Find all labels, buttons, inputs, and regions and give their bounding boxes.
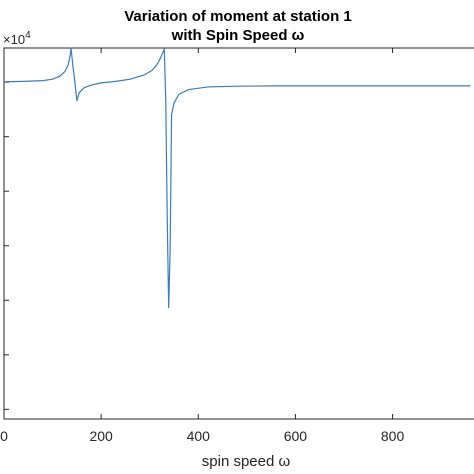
series-line-1 — [3, 47, 471, 309]
chart-title-line-1: Variation of moment at station 1 — [124, 8, 352, 25]
x-tick-label: 800 — [381, 428, 405, 444]
x-tick-label: 400 — [187, 428, 211, 444]
x-tick-label: 600 — [284, 428, 308, 444]
x-tick-label: 200 — [89, 428, 113, 444]
plot-area — [3, 47, 474, 420]
x-tick-label: 0 — [0, 428, 8, 444]
chart-title-line-2: with Spin Speed ω — [171, 27, 305, 44]
y-axis-exponent: ×104 — [3, 30, 31, 47]
series-layer — [3, 47, 471, 309]
y-axis-exponent-base: ×10 — [3, 32, 25, 47]
x-ticks: 0 200 400 600 800 — [0, 48, 404, 444]
y-axis-exponent-power: 4 — [25, 30, 31, 41]
x-axis-label: spin speed ω — [202, 453, 291, 470]
